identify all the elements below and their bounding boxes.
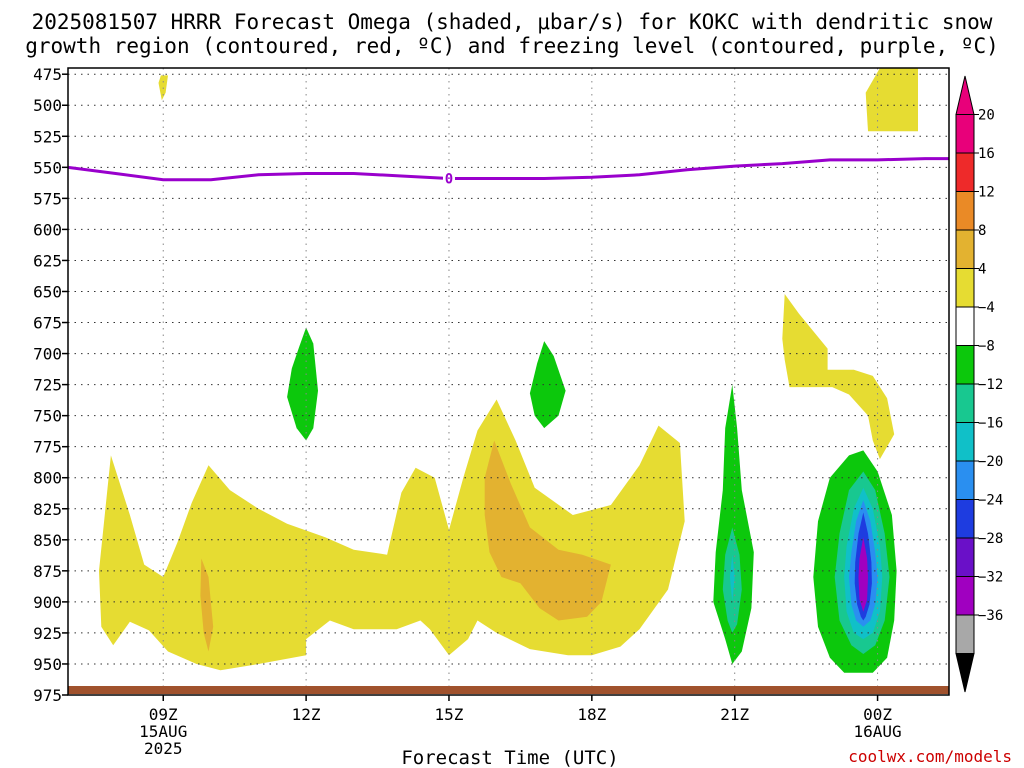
colorbar-bin-0 — [955, 114, 975, 154]
colorbar-label-5: −4 — [978, 300, 995, 316]
x-tick-sublabel-00Z: 16AUG — [853, 722, 901, 741]
colorbar-label-10: −24 — [978, 493, 1003, 509]
colorbar-bin-8 — [955, 422, 975, 462]
omega-region-7 — [529, 341, 566, 429]
colorbar-bin-12 — [955, 576, 975, 616]
omega-region-16 — [858, 537, 868, 612]
colorbar-bin-9 — [955, 460, 975, 500]
y-tick-label-800: 800 — [33, 469, 62, 488]
omega-region-6 — [287, 327, 318, 441]
y-tick-label-550: 550 — [33, 158, 62, 177]
omega-region-8 — [713, 384, 754, 664]
omega-region-3 — [99, 399, 685, 671]
colorbar-label-3: 8 — [978, 223, 986, 239]
y-tick-label-875: 875 — [33, 562, 62, 581]
y-tick-label-950: 950 — [33, 655, 62, 674]
chart-title-line-1: 2025081507 HRRR Forecast Omega (shaded, … — [32, 10, 993, 34]
y-tick-label-575: 575 — [33, 189, 62, 208]
x-tick-label-18Z: 18Z — [577, 705, 606, 724]
y-tick-label-475: 475 — [33, 65, 62, 84]
colorbar-bin-10 — [955, 499, 975, 539]
x-tick-label-12Z: 12Z — [292, 705, 321, 724]
colorbar-label-7: −12 — [978, 377, 1003, 393]
colorbar-bin-6 — [955, 345, 975, 385]
x-axis-label: Forecast Time (UTC) — [401, 747, 618, 768]
y-tick-label-975: 975 — [33, 686, 62, 705]
y-tick-label-900: 900 — [33, 593, 62, 612]
colorbar-arrow-top — [955, 75, 975, 115]
omega-region-5 — [484, 440, 611, 621]
colorbar-label-12: −32 — [978, 570, 1003, 586]
y-tick-label-675: 675 — [33, 314, 62, 333]
y-tick-label-850: 850 — [33, 531, 62, 550]
colorbar-bin-7 — [955, 383, 975, 423]
colorbar-label-13: −36 — [978, 608, 1003, 624]
y-tick-label-700: 700 — [33, 345, 62, 364]
freezing-level-contour: 0 — [68, 157, 949, 188]
y-tick-label-600: 600 — [33, 220, 62, 239]
x-tick-label-15Z: 15Z — [435, 705, 464, 724]
y-tick-label-725: 725 — [33, 376, 62, 395]
colorbar-label-9: −20 — [978, 454, 1003, 470]
colorbar-bin-1 — [955, 152, 975, 192]
x-tick-label-21Z: 21Z — [720, 705, 749, 724]
ground-strip — [68, 686, 949, 694]
x-tick-year-09Z: 2025 — [144, 739, 183, 758]
colorbar-bin-3 — [955, 229, 975, 269]
omega-region-2 — [782, 294, 895, 460]
omega-region-4 — [200, 558, 214, 652]
chart-title-line-2: growth region (contoured, red, ºC) and f… — [25, 34, 999, 58]
y-axis: 475 500 525 550 575 600 625 650 675 700 725 750 775 8… — [33, 65, 68, 705]
colorbar-label-6: −8 — [978, 339, 995, 355]
colorbar-label-11: −28 — [978, 531, 1003, 547]
colorbar-bin-5 — [955, 306, 975, 346]
y-tick-label-525: 525 — [33, 127, 62, 146]
colorbar-bin-4 — [955, 268, 975, 308]
colorbar-label-2: 12 — [978, 185, 995, 201]
y-tick-label-925: 925 — [33, 624, 62, 643]
colorbar-label-8: −16 — [978, 416, 1003, 432]
y-tick-label-500: 500 — [33, 96, 62, 115]
omega-region-12 — [729, 554, 735, 602]
y-tick-label-625: 625 — [33, 251, 62, 270]
freezing-level-line — [68, 157, 949, 182]
y-tick-label-750: 750 — [33, 407, 62, 426]
colorbar-bin-13 — [955, 614, 975, 654]
y-tick-label-825: 825 — [33, 500, 62, 519]
colorbar-bin-2 — [955, 191, 975, 231]
colorbar-label-4: 4 — [978, 262, 986, 278]
omega-shading — [99, 68, 918, 673]
freezing-level-label: 0 — [445, 172, 453, 188]
colorbar: 20 16 12 8 4 −4 −8 −12 −16 −20 −24 −28 −32 −36 — [955, 75, 1003, 693]
y-tick-label-650: 650 — [33, 282, 62, 301]
y-tick-label-775: 775 — [33, 438, 62, 457]
colorbar-bin-11 — [955, 537, 975, 577]
colorbar-label-0: 20 — [978, 108, 995, 124]
freezing-level-label-bg — [442, 170, 455, 187]
credit-text: coolwx.com/models — [848, 747, 1012, 766]
x-tick-label-09Z: 09Z — [149, 705, 178, 724]
plot-frame — [67, 67, 950, 696]
omega-region-1 — [865, 68, 918, 132]
x-tick-label-00Z: 00Z — [863, 705, 892, 724]
x-tick-sublabel-09Z: 15AUG — [139, 722, 187, 741]
colorbar-label-1: 16 — [978, 146, 995, 162]
colorbar-arrow-bottom — [955, 653, 975, 693]
